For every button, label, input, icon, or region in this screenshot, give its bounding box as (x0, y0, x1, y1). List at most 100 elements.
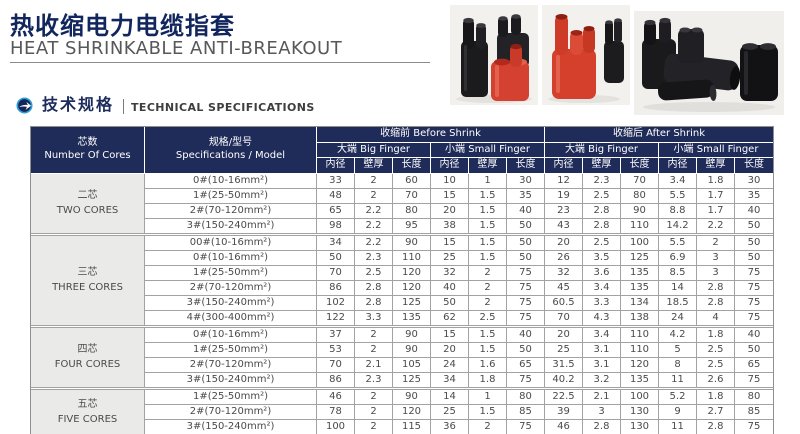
model-cell: 1#(25-50mm²) (145, 342, 317, 358)
header-cores-en: Number Of Cores (44, 149, 131, 161)
header-wall: 壁厚 (355, 158, 393, 174)
value-cell: 1.8 (469, 372, 507, 388)
cores-group-name-en: FOUR CORES (54, 359, 121, 370)
value-cell: 40 (507, 203, 545, 219)
value-cell: 75 (507, 310, 545, 326)
value-cell: 1.7 (697, 203, 735, 219)
value-cell: 2.5 (697, 342, 735, 358)
value-cell: 36 (431, 419, 469, 434)
value-cell: 75 (507, 419, 545, 434)
value-cell: 125 (393, 372, 431, 388)
value-cell: 80 (735, 389, 773, 405)
value-cell: 5.5 (659, 188, 697, 204)
table-row: 2#(70-120mm²) 86 2.8 120 40 2 75 45 3.4 135 14 2.8 7… (31, 280, 773, 296)
value-cell: 60 (393, 173, 431, 189)
value-cell: 46 (317, 389, 355, 405)
model-cell: 00#(10-16mm²) (145, 235, 317, 251)
value-cell: 125 (621, 250, 659, 266)
spec-table: 芯数 Number Of Cores 规格/型号 Specifications … (31, 127, 773, 434)
value-cell: 2.3 (583, 173, 621, 189)
value-cell: 102 (317, 295, 355, 311)
value-cell: 2.1 (355, 357, 393, 373)
value-cell: 135 (393, 310, 431, 326)
product-photo-red-black-boots (542, 5, 630, 105)
section-title-zh: 技术规格 (42, 95, 115, 114)
value-cell: 3 (583, 404, 621, 420)
value-cell: 134 (621, 295, 659, 311)
value-cell: 2.2 (697, 218, 735, 234)
value-cell: 2 (469, 280, 507, 296)
value-cell: 2 (355, 327, 393, 343)
value-cell: 20 (545, 327, 583, 343)
value-cell: 65 (735, 357, 773, 373)
value-cell: 90 (393, 327, 431, 343)
value-cell: 8.8 (659, 203, 697, 219)
value-cell: 1.8 (697, 173, 735, 189)
value-cell: 1.5 (469, 235, 507, 251)
value-cell: 53 (317, 342, 355, 358)
model-cell: 0#(10-16mm²) (145, 327, 317, 343)
header-cores: 芯数 Number Of Cores (31, 127, 145, 174)
value-cell: 50 (735, 218, 773, 234)
value-cell: 12 (545, 173, 583, 189)
value-cell: 25 (431, 404, 469, 420)
value-cell: 3.3 (355, 310, 393, 326)
header-wall: 壁厚 (583, 158, 621, 174)
cores-group-name-en: TWO CORES (56, 205, 119, 216)
value-cell: 11 (659, 419, 697, 434)
value-cell: 75 (735, 372, 773, 388)
model-cell: 3#(150-240mm²) (145, 218, 317, 234)
value-cell: 2 (355, 188, 393, 204)
header-wall: 壁厚 (469, 158, 507, 174)
value-cell: 40 (735, 203, 773, 219)
value-cell: 50 (507, 342, 545, 358)
value-cell: 2 (697, 235, 735, 251)
page-subtitle: HEAT SHRINKABLE ANTI-BREAKOUT (10, 38, 343, 59)
value-cell: 70 (393, 188, 431, 204)
value-cell: 1.5 (469, 404, 507, 420)
value-cell: 2 (355, 342, 393, 358)
section-title-en: TECHNICAL SPECIFICATIONS (131, 101, 315, 114)
value-cell: 120 (393, 404, 431, 420)
value-cell: 2.8 (355, 280, 393, 296)
value-cell: 65 (317, 203, 355, 219)
value-cell: 90 (393, 235, 431, 251)
value-cell: 95 (393, 218, 431, 234)
value-cell: 80 (393, 203, 431, 219)
value-cell: 85 (735, 404, 773, 420)
table-row: 3#(150-240mm²) 100 2 115 36 2 75 46 2.8 130 11 2.8 7… (31, 419, 773, 434)
value-cell: 122 (317, 310, 355, 326)
value-cell: 1.5 (469, 250, 507, 266)
value-cell: 2 (355, 389, 393, 405)
value-cell: 2.3 (355, 250, 393, 266)
table-row: 三芯 THREE CORES 00#(10-16mm²) 34 2.2 90 15 1.5 50… (31, 235, 773, 326)
header-cores-zh: 芯数 (77, 137, 98, 149)
model-cell: 0#(10-16mm²) (145, 173, 317, 189)
value-cell: 98 (317, 218, 355, 234)
value-cell: 110 (393, 250, 431, 266)
header-spec: 规格/型号 Specifications / Model (145, 127, 317, 174)
value-cell: 135 (621, 372, 659, 388)
value-cell: 37 (317, 327, 355, 343)
value-cell: 1.5 (469, 327, 507, 343)
value-cell: 78 (317, 404, 355, 420)
value-cell: 110 (621, 342, 659, 358)
value-cell: 31.5 (545, 357, 583, 373)
value-cell: 70 (317, 265, 355, 281)
value-cell: 3.4 (583, 327, 621, 343)
value-cell: 25 (431, 250, 469, 266)
value-cell: 1.5 (469, 218, 507, 234)
model-cell: 0#(10-16mm²) (145, 250, 317, 266)
cores-group-name-zh: 三芯 (77, 267, 98, 278)
value-cell: 5.5 (659, 235, 697, 251)
cores-group-name-en: FIVE CORES (57, 413, 118, 425)
spec-table-wrap: 芯数 Number Of Cores 规格/型号 Specifications … (30, 126, 774, 434)
value-cell: 3.1 (583, 342, 621, 358)
value-cell: 100 (621, 389, 659, 405)
value-cell: 3.5 (583, 250, 621, 266)
value-cell: 120 (621, 357, 659, 373)
section-divider (123, 99, 125, 114)
value-cell: 90 (393, 389, 431, 405)
model-cell: 2#(70-120mm²) (145, 357, 317, 373)
value-cell: 130 (621, 419, 659, 434)
